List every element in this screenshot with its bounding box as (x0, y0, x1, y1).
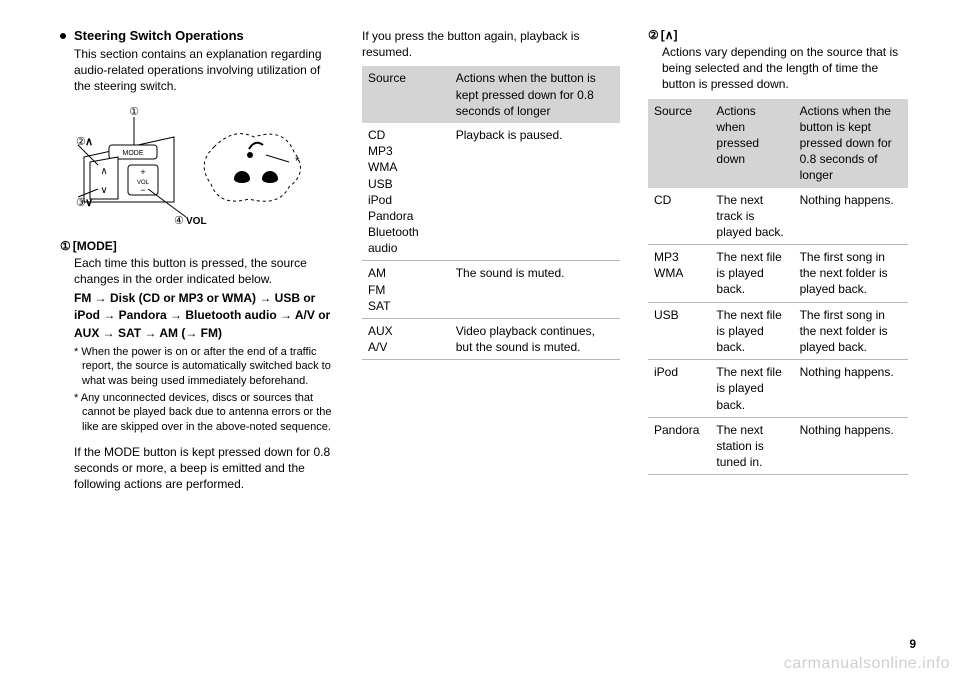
svg-text:∧: ∧ (100, 166, 107, 177)
mode-heading: ① [MODE] (60, 239, 334, 253)
svg-text:*: * (295, 154, 300, 168)
cell-source: iPod (648, 360, 710, 418)
mode-hold-para: If the MODE button is kept pressed down … (74, 444, 334, 493)
t1-head-source: Source (362, 66, 450, 123)
source-sequence: FM → Disk (CD or MP3 or WMA) → USB or iP… (74, 290, 334, 342)
cell-action-hold: Nothing happens. (794, 188, 908, 245)
t2-head-a1: Actions when pressed down (710, 99, 793, 188)
table-row: CD MP3 WMA USB iPod Pandora Bluetooth au… (362, 123, 620, 261)
cell-source: MP3 WMA (648, 245, 710, 303)
cell-action: Playback is paused. (450, 123, 620, 261)
cell-source: AUX A/V (362, 319, 450, 360)
col2-intro: If you press the button again, playback … (362, 28, 620, 60)
cell-action-press: The next file is played back. (710, 245, 793, 303)
svg-text:−: − (140, 185, 145, 195)
t2-head-source: Source (648, 99, 710, 188)
cell-action: The sound is muted. (450, 261, 620, 319)
cell-action-press: The next station is tuned in. (710, 417, 793, 475)
t2-head-a2: Actions when the button is kept pressed … (794, 99, 908, 188)
svg-text:∨: ∨ (85, 197, 93, 209)
cell-action-press: The next file is played back. (710, 360, 793, 418)
svg-text:④: ④ (174, 215, 184, 227)
up-heading: ② [∧] (648, 28, 908, 42)
t1-head-action: Actions when the button is kept pressed … (450, 66, 620, 123)
table-row: CDThe next track is played back.Nothing … (648, 188, 908, 245)
cell-source: CD (648, 188, 710, 245)
svg-text:MODE: MODE (123, 150, 144, 157)
svg-text:①: ① (129, 107, 139, 118)
table-row: AUX A/VVideo playback continues, but the… (362, 319, 620, 360)
cell-action-hold: The first song in the next folder is pla… (794, 245, 908, 303)
cell-action-hold: Nothing happens. (794, 417, 908, 475)
watermark: carmanualsonline.info (784, 655, 950, 673)
footnote-1: * When the power is on or after the end … (82, 345, 334, 388)
table-row: AM FM SATThe sound is muted. (362, 261, 620, 319)
actions-table-1: Source Actions when the button is kept p… (362, 66, 620, 360)
svg-text:∨: ∨ (100, 185, 107, 196)
page-number: 9 (909, 637, 916, 651)
table-row: iPodThe next file is played back.Nothing… (648, 360, 908, 418)
cell-source: AM FM SAT (362, 261, 450, 319)
cell-action-hold: The first song in the next folder is pla… (794, 302, 908, 360)
cell-action-hold: Nothing happens. (794, 360, 908, 418)
cell-action: Video playback continues, but the sound … (450, 319, 620, 360)
svg-text:+: + (140, 167, 145, 177)
actions-table-2: Source Actions when pressed down Actions… (648, 99, 908, 476)
cell-action-press: The next file is played back. (710, 302, 793, 360)
footnote-2: * Any unconnected devices, discs or sour… (82, 391, 334, 434)
cell-source: Pandora (648, 417, 710, 475)
col3-intro: Actions vary depending on the source tha… (662, 44, 908, 93)
cell-action-press: The next track is played back. (710, 188, 793, 245)
table-row: PandoraThe next station is tuned in.Noth… (648, 417, 908, 475)
table-row: USBThe next file is played back.The firs… (648, 302, 908, 360)
cell-source: CD MP3 WMA USB iPod Pandora Bluetooth au… (362, 123, 450, 261)
steering-switch-diagram: MODE ∧ ∨ + VOL − (74, 107, 314, 227)
svg-text:VOL: VOL (186, 216, 207, 227)
cell-source: USB (648, 302, 710, 360)
bullet-icon (60, 33, 66, 39)
section-heading: Steering Switch Operations (74, 28, 244, 43)
mode-body: Each time this button is pressed, the so… (74, 255, 334, 287)
table-row: MP3 WMAThe next file is played back.The … (648, 245, 908, 303)
section-intro: This section contains an explanation reg… (74, 46, 334, 95)
svg-text:∧: ∧ (85, 136, 93, 148)
